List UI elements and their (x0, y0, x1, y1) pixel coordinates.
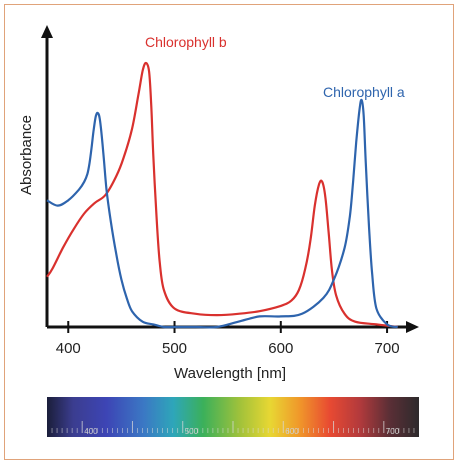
x-tick-label-700: 700 (375, 340, 400, 357)
spectrum-tick-label-400: 400 (84, 427, 98, 436)
legend-chlorophyll-a: Chlorophyll a (323, 84, 405, 100)
legend-chlorophyll-b: Chlorophyll b (145, 34, 227, 50)
x-tick-label-500: 500 (162, 340, 187, 357)
y-axis-arrow-icon (41, 25, 53, 38)
x-tick-label-400: 400 (56, 340, 81, 357)
chart-frame: 400 500 600 700 Absorbance Wavelength [nm] … (4, 4, 454, 460)
spectrum-tick-label-700: 700 (386, 427, 400, 436)
x-axis-arrow-icon (406, 321, 419, 333)
spectrum-ticks: 400 500 600 700 (51, 421, 415, 436)
spectrum-tick-label-600: 600 (285, 427, 299, 436)
y-axis-label: Absorbance (18, 115, 35, 195)
series-curves (46, 61, 398, 329)
absorbance-chart: 400 500 600 700 Absorbance Wavelength [nm] … (18, 25, 419, 437)
spectrum-tick-label-500: 500 (185, 427, 199, 436)
series-line-chlorophyll-b (46, 61, 398, 329)
x-axis-label: Wavelength [nm] (174, 365, 286, 382)
series-line-chlorophyll-a (46, 98, 398, 329)
x-tick-label-600: 600 (268, 340, 293, 357)
